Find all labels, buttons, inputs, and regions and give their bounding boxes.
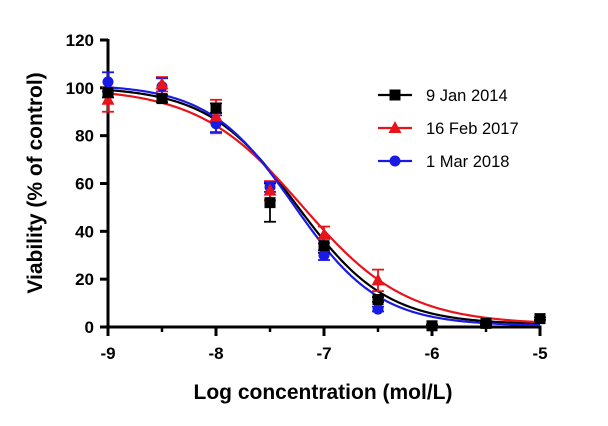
data-point-square bbox=[426, 320, 438, 332]
data-point-triangle bbox=[155, 77, 169, 90]
x-tick-label: -5 bbox=[532, 344, 547, 363]
data-point-circle bbox=[372, 303, 384, 315]
data-point-triangle bbox=[101, 92, 115, 105]
x-tick-label: -6 bbox=[424, 344, 439, 363]
data-point-square bbox=[372, 293, 384, 305]
legend-marker-square bbox=[389, 89, 401, 101]
legend-label: 1 Mar 2018 bbox=[426, 153, 509, 171]
data-point-square bbox=[480, 317, 492, 329]
y-tick-label: 0 bbox=[85, 318, 94, 337]
data-point-square bbox=[156, 93, 168, 105]
data-point-triangle bbox=[371, 273, 385, 286]
y-tick-label: 120 bbox=[66, 31, 94, 50]
legend-marker-circle bbox=[389, 155, 401, 167]
y-tick-label: 20 bbox=[75, 270, 94, 289]
x-axis-title: Log concentration (mol/L) bbox=[194, 381, 453, 404]
x-tick-label: -7 bbox=[316, 344, 331, 363]
data-point-square bbox=[264, 197, 276, 209]
data-point-circle bbox=[318, 249, 330, 261]
y-tick-label: 100 bbox=[66, 79, 94, 98]
legend-marker-triangle bbox=[388, 121, 402, 133]
x-tick-label: -9 bbox=[100, 344, 115, 363]
legend-label: 9 Jan 2014 bbox=[426, 87, 508, 105]
y-axis-title: Viability (% of control) bbox=[24, 72, 47, 293]
x-tick-label: -8 bbox=[208, 344, 223, 363]
data-point-triangle bbox=[263, 183, 277, 196]
axes-group: 0 20 40 60 80 100 120 -9 -8 -7 -6 -5 bbox=[66, 31, 548, 363]
data-point-square bbox=[534, 313, 546, 325]
y-tick-label: 60 bbox=[75, 175, 94, 194]
data-point-triangle bbox=[209, 109, 223, 122]
legend-label: 16 Feb 2017 bbox=[426, 120, 519, 138]
y-tick-label: 80 bbox=[75, 127, 94, 146]
legend: 9 Jan 2014 16 Feb 2017 1 Mar 2018 bbox=[378, 87, 519, 171]
data-point-square bbox=[318, 240, 330, 252]
data-point-circle bbox=[102, 76, 114, 88]
data-point-triangle bbox=[317, 227, 331, 240]
error-bars-group bbox=[102, 71, 546, 328]
data-point-square bbox=[102, 87, 114, 99]
markers-group bbox=[101, 76, 546, 332]
y-tick-label: 40 bbox=[75, 222, 94, 241]
data-point-square bbox=[210, 102, 222, 114]
